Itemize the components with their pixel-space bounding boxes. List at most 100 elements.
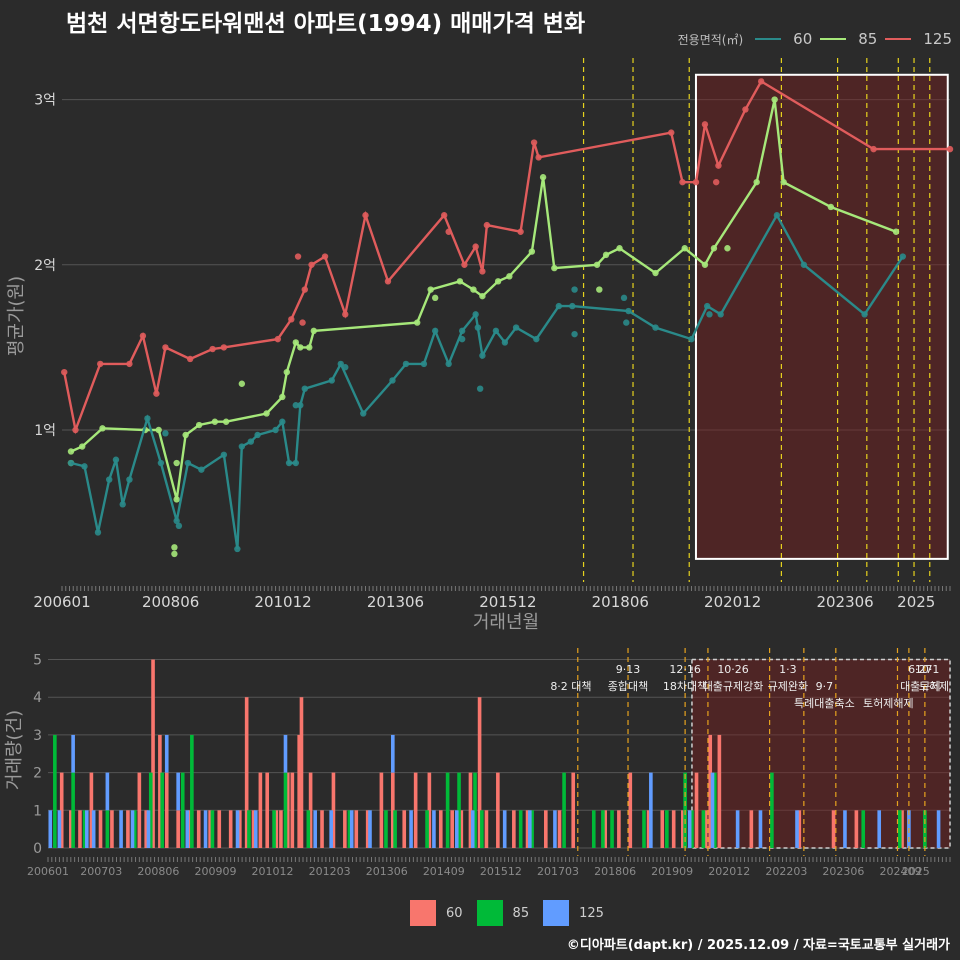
price-point-85 xyxy=(596,286,603,293)
price-point-60 xyxy=(292,459,300,467)
volume-x-tick-label: 200703 xyxy=(80,865,122,878)
volume-bar-60 xyxy=(78,810,82,848)
price-point-60 xyxy=(501,339,509,346)
price-point-60 xyxy=(773,212,781,219)
price-point-125 xyxy=(288,316,295,323)
volume-bar-125 xyxy=(432,810,436,848)
volume-bar-85 xyxy=(148,772,153,848)
price-point-85 xyxy=(494,278,502,285)
volume-bar-125 xyxy=(176,772,180,811)
price-point-85 xyxy=(292,339,300,346)
volume-bar-60 xyxy=(208,810,212,848)
volume-x-tick-label: 201409 xyxy=(423,865,465,878)
volume-bar-85 xyxy=(665,810,669,848)
volume-bar-60 xyxy=(459,810,464,848)
volume-bar-60 xyxy=(228,810,233,848)
price-point-125 xyxy=(61,368,68,376)
volume-bar-125 xyxy=(368,810,372,848)
volume-y-tick-label: 3 xyxy=(33,728,42,744)
volume-bar-60 xyxy=(265,772,270,848)
price-x-tick-label: 200601 xyxy=(33,593,90,611)
price-point-85 xyxy=(155,426,162,434)
price-point-125 xyxy=(692,178,700,186)
price-point-60 xyxy=(458,327,466,335)
price-point-125 xyxy=(742,106,749,113)
volume-bar-125 xyxy=(283,734,288,773)
volume-y-tick-label: 4 xyxy=(33,690,42,706)
price-point-85 xyxy=(310,327,317,335)
volume-bar-60 xyxy=(285,772,290,848)
price-point-85 xyxy=(283,368,291,376)
price-point-85 xyxy=(182,431,189,439)
legend-bottom-item-125: 125 xyxy=(543,900,604,926)
price-point-125 xyxy=(72,426,79,434)
price-point-60 xyxy=(800,261,808,268)
price-point-85 xyxy=(263,410,270,417)
volume-bar-60 xyxy=(89,772,94,848)
price-point-125 xyxy=(301,286,308,293)
volume-bar-125 xyxy=(119,810,123,848)
price-point-125 xyxy=(445,228,452,235)
volume-bar-60 xyxy=(299,697,304,848)
volume-bar-60 xyxy=(196,810,201,848)
volume-bar-60 xyxy=(217,810,222,848)
price-point-60 xyxy=(420,360,428,368)
volume-x-tick-label: 201203 xyxy=(309,865,351,878)
volume-bar-85 xyxy=(283,772,288,848)
price-point-125 xyxy=(220,344,228,351)
price-point-60 xyxy=(472,311,479,318)
volume-y-tick-label: 0 xyxy=(33,841,42,857)
volume-bar-60 xyxy=(274,810,279,848)
volume-x-tick-label: 202203 xyxy=(765,865,807,878)
policy-annotation: 10·26 xyxy=(717,663,749,676)
chart-title: 범천 서면항도타워맨션 아파트(1994) 매매가격 변화 xyxy=(66,11,586,37)
price-point-85 xyxy=(479,292,486,300)
price-point-60 xyxy=(254,431,261,439)
volume-bar-125 xyxy=(130,810,135,848)
volume-bar-60 xyxy=(244,697,249,848)
volume-bar-85 xyxy=(160,772,164,848)
policy-annotation: 18차대책 xyxy=(663,680,707,693)
price-point-85 xyxy=(827,203,835,211)
volume-y-tick-label: 5 xyxy=(33,653,42,669)
volume-bar-85 xyxy=(384,810,388,848)
volume-bar-125 xyxy=(48,810,53,848)
price-point-125 xyxy=(479,268,486,275)
volume-bar-60 xyxy=(717,734,722,848)
volume-bar-85 xyxy=(105,810,110,848)
price-point-125 xyxy=(209,345,216,353)
price-point-85 xyxy=(506,273,513,280)
volume-bar-125 xyxy=(795,810,799,848)
volume-bar-60 xyxy=(512,810,516,848)
price-point-60 xyxy=(144,415,151,422)
volume-bar-60 xyxy=(320,810,324,848)
volume-bar-60 xyxy=(59,772,64,848)
price-point-60 xyxy=(292,402,300,409)
volume-bar-60 xyxy=(187,810,192,848)
price-point-125 xyxy=(668,129,675,136)
legend-bottom-item-60: 60 xyxy=(410,900,463,926)
price-x-tick-label: 202306 xyxy=(816,593,873,611)
volume-bar-60 xyxy=(468,772,473,848)
legend-top-title: 전용면적(㎡) xyxy=(677,32,744,47)
legend-label-85: 85 xyxy=(858,30,878,48)
price-point-85 xyxy=(652,269,659,277)
price-point-125 xyxy=(294,253,302,260)
volume-bar-60 xyxy=(251,810,256,848)
legend-bottom-label-125: 125 xyxy=(579,905,604,921)
price-point-60 xyxy=(247,438,255,445)
price-point-60 xyxy=(301,385,308,392)
volume-bar-125 xyxy=(735,810,740,848)
legend-box-60 xyxy=(410,900,436,926)
volume-bar-85 xyxy=(190,734,194,848)
price-point-60 xyxy=(474,324,482,331)
volume-bar-60 xyxy=(176,810,180,848)
price-point-125 xyxy=(517,228,524,235)
price-point-60 xyxy=(623,319,630,326)
price-point-125 xyxy=(712,178,720,186)
volume-bar-85 xyxy=(71,772,75,848)
volume-bar-125 xyxy=(253,810,258,848)
price-point-125 xyxy=(321,253,329,260)
price-x-tick-label: 202012 xyxy=(704,593,761,611)
